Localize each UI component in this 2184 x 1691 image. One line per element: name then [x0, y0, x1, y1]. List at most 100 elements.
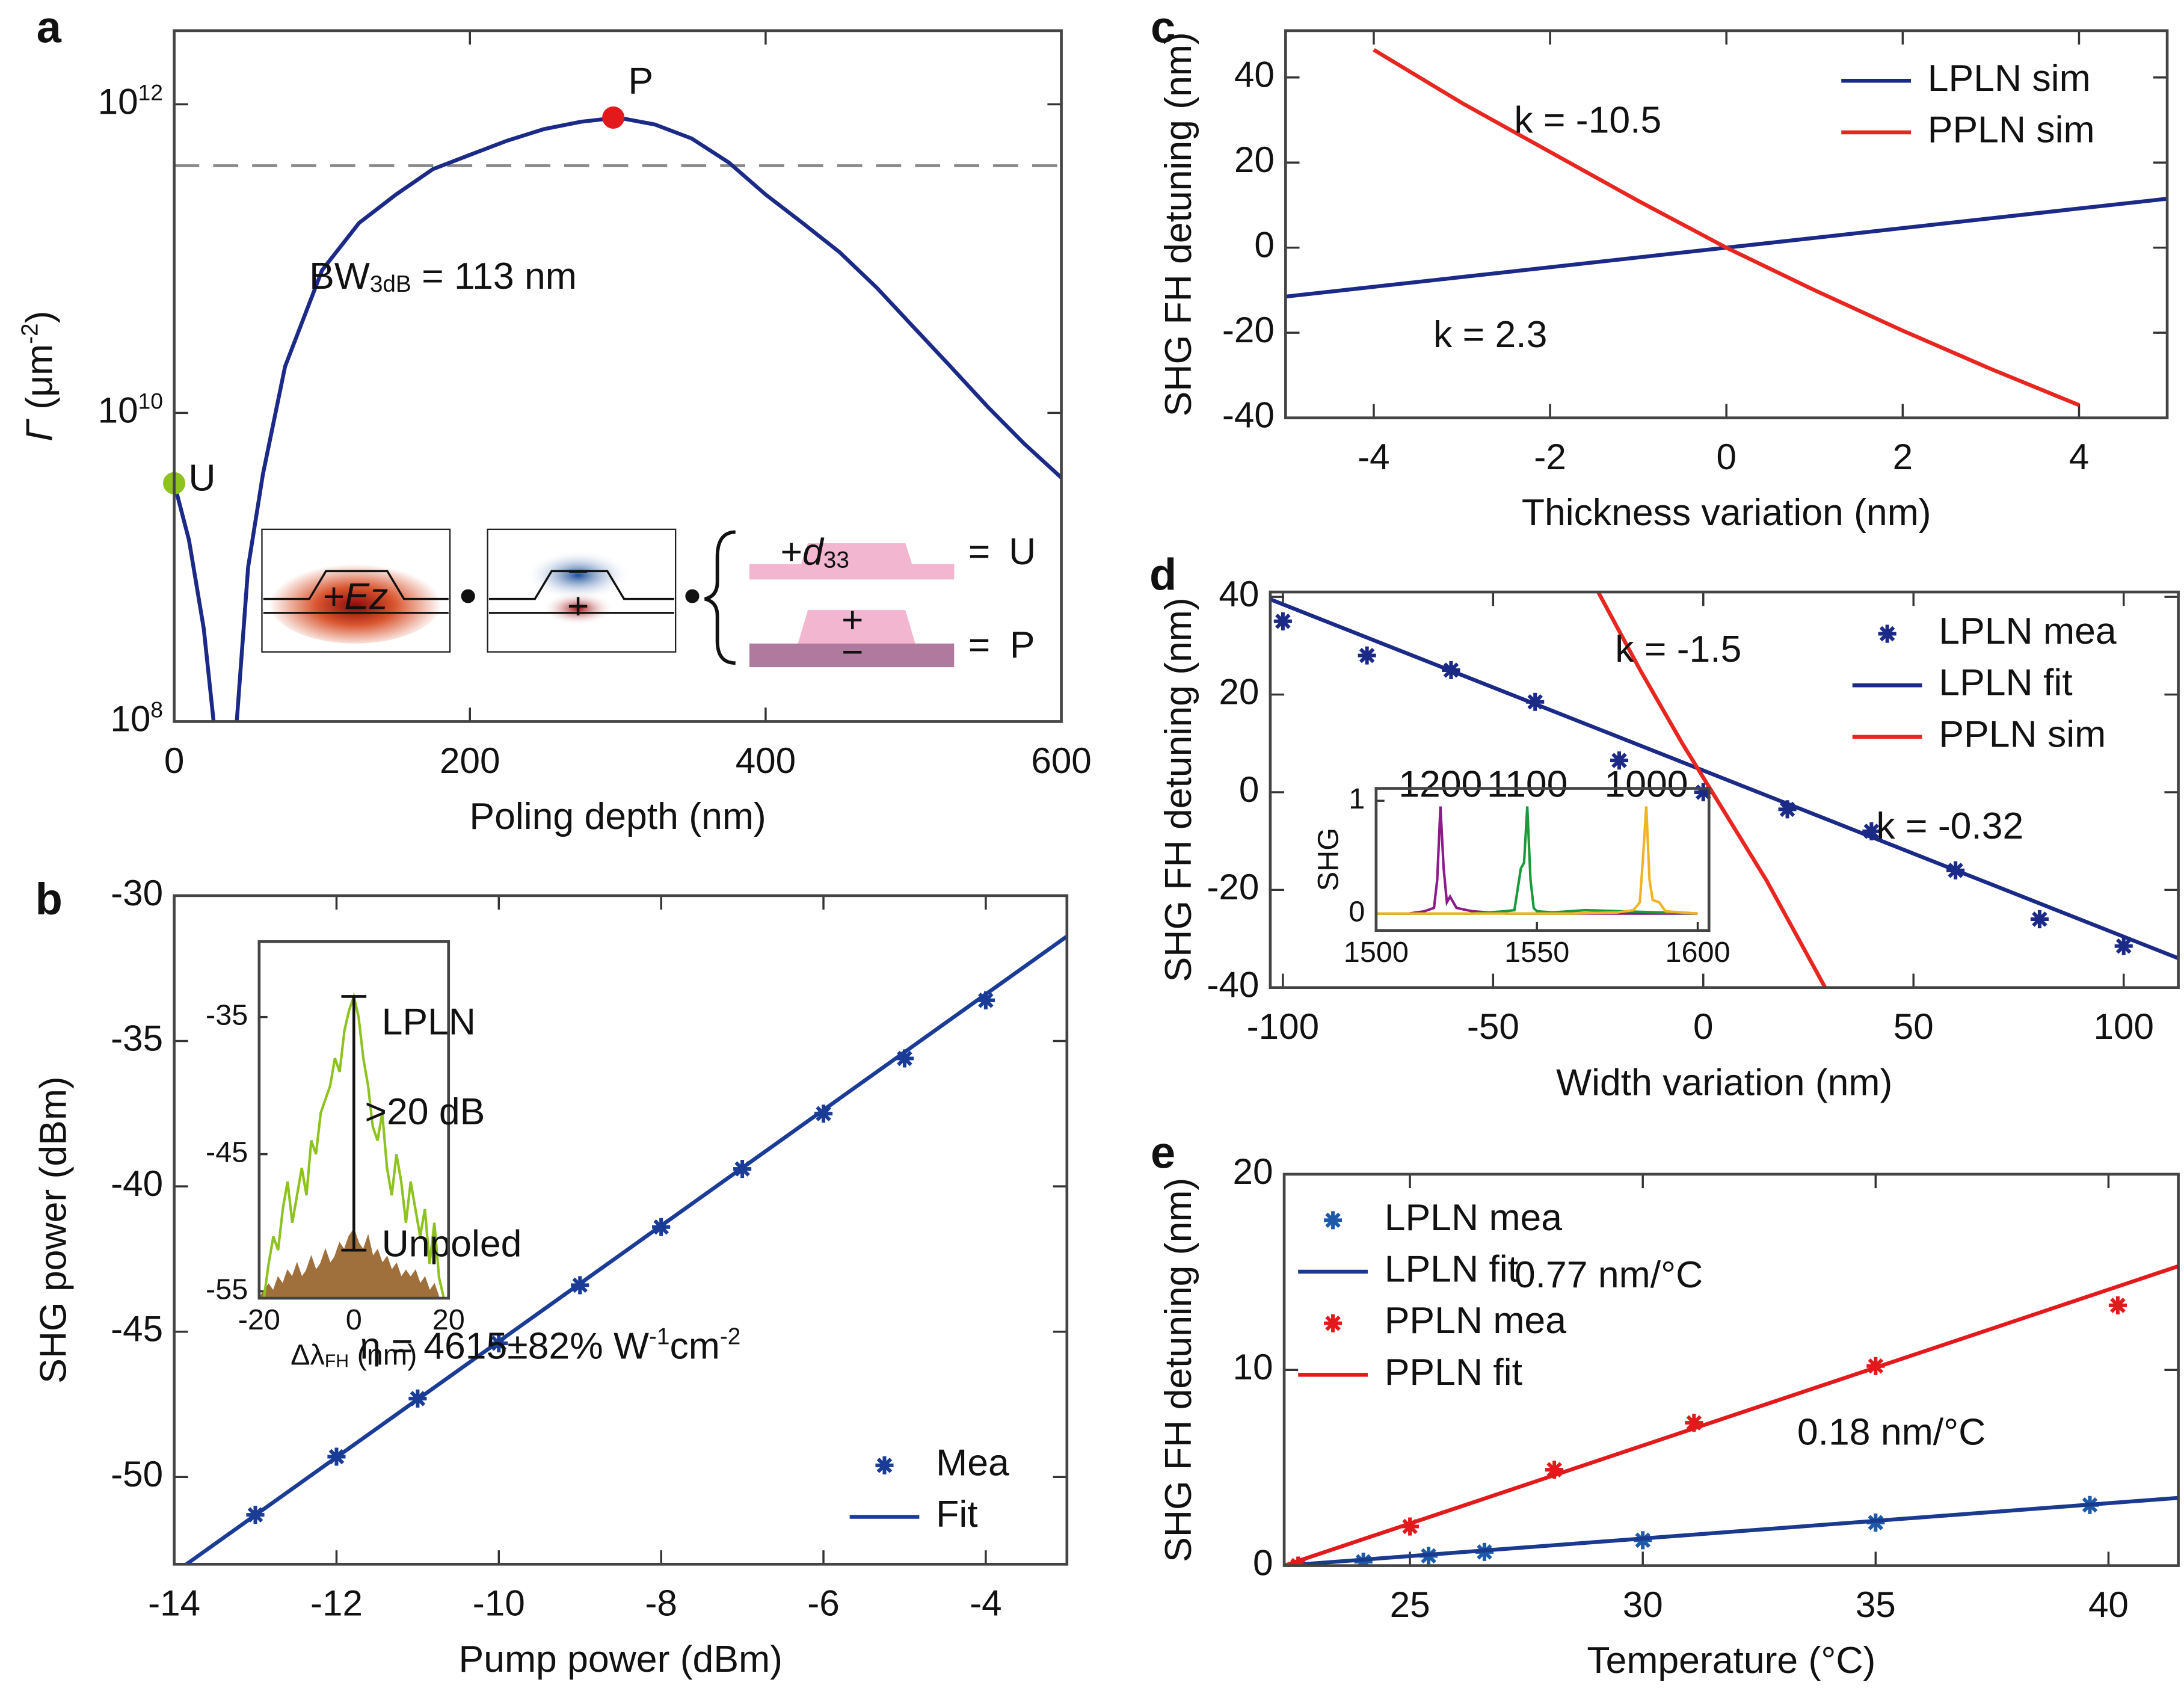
text-part: BW [309, 255, 370, 297]
marker [1778, 800, 1797, 819]
y-tick-label: -20 [1207, 867, 1259, 907]
x-tick-label: 1550 [1504, 936, 1569, 969]
inset: 1500 1550 1600 0 1 1200 1100 1000 SHG [1312, 763, 1730, 969]
text-part: = 113 nm [411, 255, 577, 297]
marker [1545, 1461, 1564, 1479]
text-part: -2 [720, 1323, 740, 1349]
inset-background [1376, 789, 1709, 931]
annotation: − [841, 631, 864, 673]
annotation: + [841, 599, 864, 641]
marker [1324, 1314, 1343, 1332]
text-part: 3dB [370, 271, 411, 297]
y-tick-label: 108 [110, 697, 163, 739]
plot-area [1285, 48, 2168, 407]
marker [976, 991, 995, 1009]
text-part: cm [670, 1325, 720, 1367]
y-tick-label: 0 [1349, 895, 1365, 928]
x-tick-label: 600 [1031, 741, 1091, 781]
y-tick-label: 0 [1254, 225, 1274, 265]
plot-area [1376, 806, 1698, 915]
y-tick-label: 1010 [98, 389, 163, 431]
plot-area [183, 934, 1067, 1565]
marker [1401, 1517, 1420, 1536]
legend-label: LPLN fit [1385, 1248, 1518, 1290]
axes-box [1269, 590, 2180, 989]
mode-field [541, 592, 615, 626]
legend: LPLN mea LPLN fit PPLN mea PPLN fit [1298, 1197, 1566, 1393]
annotation: U [188, 457, 215, 499]
legend-label: PPLN sim [1939, 713, 2106, 755]
x-tick-label: -8 [645, 1583, 677, 1624]
x-tick-label: 0 [1693, 1006, 1713, 1047]
panel-label: d [1149, 550, 1177, 600]
y-axis-label: SHG power (dBm) [32, 1076, 74, 1384]
annotation: >20 dB [365, 1091, 485, 1133]
text-part: Γ [18, 419, 60, 442]
text-part: (μm [18, 344, 60, 420]
annotation: U [1009, 531, 1036, 573]
x-tick-label: 2 [1893, 437, 1913, 477]
text-part: Δλ [291, 1338, 325, 1371]
x-tick-label: -50 [1467, 1006, 1519, 1047]
x-axis-label: Temperature (°C) [1587, 1639, 1875, 1681]
axes-box [1284, 29, 2169, 419]
text-part: η = 4615±82% W [360, 1325, 649, 1367]
marker [1878, 624, 1896, 643]
series-label: 1100 [1487, 763, 1567, 805]
x-tick-label: 200 [440, 741, 500, 781]
chart: 25 30 35 40 0 10 20 0.77 nm/°C 0.18 nm/°C Tempera… [1157, 1151, 2180, 1681]
x-tick-label: 4 [2069, 437, 2089, 477]
panel-label: e [1151, 1127, 1175, 1177]
y-tick-label: -45 [111, 1309, 163, 1349]
text-part: 8 [150, 697, 163, 722]
x-axis-label: Poling depth (nm) [469, 795, 766, 837]
line [1373, 48, 2080, 407]
text-part: 33 [823, 547, 849, 573]
slab [749, 643, 955, 668]
annotation: BW3dB = 113 nm [309, 255, 577, 297]
y-axis-label: SHG FH detuning (nm) [1157, 597, 1199, 982]
legend-label: LPLN fit [1939, 662, 2072, 704]
y-axis-label: SHG [1312, 828, 1344, 891]
x-tick-label: 25 [1390, 1585, 1430, 1625]
chart: -100 -50 0 50 100 -40 -20 0 20 40 k = -1.5 k = -0.3… [1157, 574, 2180, 1103]
y-tick-label: -40 [111, 1163, 163, 1204]
y-tick-label: 20 [1233, 1151, 1273, 1192]
y-tick-label: -40 [1207, 965, 1259, 1005]
annotation: η = 4615±82% W-1cm-2 [360, 1323, 740, 1367]
x-tick-label: 35 [1856, 1585, 1896, 1625]
marker [1526, 692, 1545, 711]
axes-box [173, 29, 1063, 723]
y-tick-label: 0 [1253, 1543, 1273, 1583]
mode-field [269, 559, 442, 644]
y-tick-label: 20 [1219, 671, 1259, 712]
line [183, 934, 1067, 1565]
legend-label: LPLN sim [1928, 57, 2091, 99]
text-part: d [802, 531, 825, 573]
dot [685, 589, 700, 603]
legend: LPLN mea LPLN fit PPLN sim [1852, 610, 2117, 755]
point [602, 106, 625, 129]
waveguide [488, 570, 674, 614]
marker [814, 1104, 833, 1123]
text-part: +Ez [322, 575, 388, 617]
y-tick-label: 40 [1219, 574, 1259, 614]
y-tick-label: 40 [1234, 55, 1275, 95]
y-tick-label: 1012 [98, 80, 163, 122]
x-axis-label: ΔλFH (nm) [291, 1338, 417, 1371]
panel-label: b [35, 874, 63, 924]
line [1284, 1495, 2179, 1566]
text-part: 10 [98, 81, 138, 122]
x-tick-label: -4 [1358, 437, 1390, 477]
legend-label: PPLN mea [1385, 1299, 1566, 1341]
slab [749, 564, 955, 580]
marker [1324, 1211, 1343, 1230]
range-marker [341, 995, 367, 1252]
panel-label: a [37, 2, 62, 52]
axes-box [173, 894, 1069, 1566]
marker [1685, 1414, 1703, 1432]
marker [1354, 1553, 1373, 1566]
panel-label: c [1151, 2, 1175, 52]
